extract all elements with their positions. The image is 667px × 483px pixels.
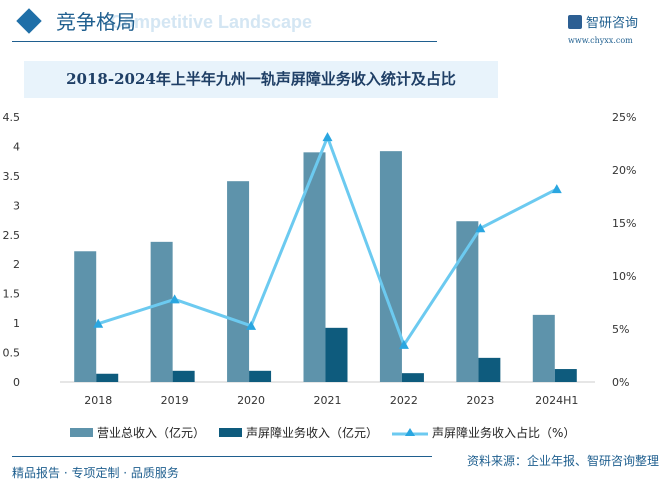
footer-divider — [12, 456, 432, 457]
legend-item-barrier: 声屏障业务收入（亿元） — [219, 424, 378, 441]
bar-total-revenue — [456, 221, 479, 382]
y-left-tick: 3 — [13, 199, 20, 212]
section-title: 竞争格局 — [56, 10, 136, 34]
x-tick-label: 2018 — [84, 394, 112, 405]
bar-total-revenue — [74, 251, 97, 382]
y-left-tick: 3.5 — [3, 170, 21, 183]
line-point-share — [551, 184, 562, 194]
y-right-tick: 15% — [612, 217, 636, 230]
legend-label: 声屏障业务收入占比（%） — [432, 426, 576, 440]
y-left-tick: 2.5 — [3, 229, 21, 242]
line-point-share — [246, 320, 257, 330]
y-left-tick: 1.5 — [3, 288, 21, 301]
legend-label: 声屏障业务收入（亿元） — [246, 426, 379, 440]
chart-title-bg — [24, 61, 498, 98]
header-divider — [12, 41, 437, 42]
y-left-tick: 2 — [13, 258, 20, 271]
site-url: www.chyxx.com — [568, 36, 633, 45]
logo-text: 智研咨询 — [586, 16, 639, 31]
line-point-share — [322, 132, 333, 142]
source-note: 资料来源：企业年报、智研咨询整理 — [466, 454, 659, 468]
y-left-tick: 4 — [13, 140, 20, 153]
y-left-tick: 4.5 — [3, 111, 21, 124]
y-right-tick: 10% — [612, 270, 636, 283]
line-point-share — [169, 294, 180, 304]
y-left-tick: 1 — [13, 317, 20, 330]
x-tick-label: 2023 — [466, 394, 494, 405]
x-tick-label: 2024H1 — [535, 394, 578, 405]
bar-barrier-revenue — [325, 327, 348, 382]
brand-logo: 智研咨询 — [568, 12, 638, 31]
line-point-share — [93, 318, 104, 328]
legend-line-icon — [392, 427, 429, 436]
y-right-tick: 0% — [612, 376, 629, 389]
bar-total-revenue — [379, 151, 402, 382]
bar-barrier-revenue — [554, 369, 577, 382]
bar-barrier-revenue — [478, 357, 501, 382]
legend-label: 营业总收入（亿元） — [97, 426, 206, 440]
logo-icon — [568, 14, 582, 29]
bar-total-revenue — [303, 152, 326, 382]
y-left-tick: 0 — [13, 376, 20, 389]
legend: 营业总收入（亿元） 声屏障业务收入（亿元） 声屏障业务收入占比（%） — [70, 424, 575, 441]
y-left-tick: 0.5 — [3, 347, 21, 360]
bar-barrier-revenue — [249, 370, 272, 382]
legend-swatch — [70, 428, 93, 437]
line-point-share — [398, 339, 409, 349]
x-tick-label: 2019 — [161, 394, 189, 405]
chart-plot: 0 0.5 1 1.5 2 2.5 3 3.5 4 4.5 0% 5% 10% 15% 20% 25% 2018… — [3, 111, 637, 405]
y-right-tick: 25% — [612, 111, 636, 124]
bar-barrier-revenue — [172, 370, 195, 382]
bar-barrier-revenue — [96, 373, 119, 382]
legend-swatch — [219, 428, 243, 437]
x-tick-label: 2020 — [237, 394, 265, 405]
footer-slogan: 精品报告 · 专项定制 · 品质服务 — [12, 466, 179, 480]
legend-item-total: 营业总收入（亿元） — [70, 424, 205, 441]
diamond-icon — [16, 8, 42, 34]
header-subtitle-en: Competitive Landscape — [110, 12, 313, 32]
legend-item-share: 声屏障业务收入占比（%） — [392, 424, 575, 441]
bar-total-revenue — [150, 241, 173, 382]
y-right-tick: 20% — [612, 164, 636, 177]
bar-total-revenue — [227, 181, 250, 382]
bar-total-revenue — [532, 314, 555, 382]
x-tick-label: 2022 — [390, 394, 418, 405]
bar-barrier-revenue — [401, 373, 424, 382]
line-point-share — [475, 223, 486, 233]
chart-title: 2018-2024年上半年九州一轨声屏障业务收入统计及占比 — [66, 70, 456, 88]
y-right-tick: 5% — [612, 323, 629, 336]
x-tick-label: 2021 — [314, 394, 342, 405]
